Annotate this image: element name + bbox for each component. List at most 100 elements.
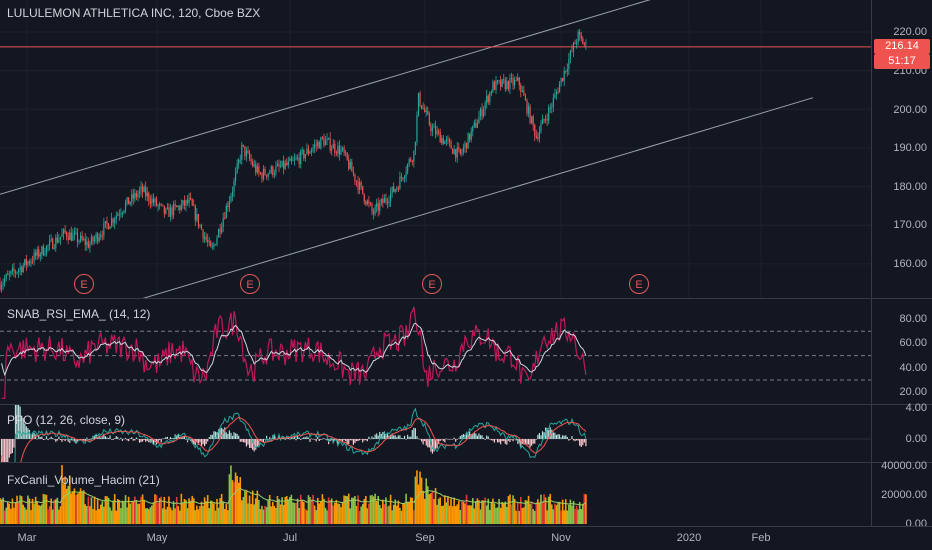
candle-body [128,197,130,205]
candle-body [239,159,241,161]
pane-separator[interactable] [0,404,932,405]
ppo-histogram-bar [368,436,370,439]
ppo-histogram-bar [458,438,460,439]
ppo-histogram-bar [467,434,469,439]
ppo-pane[interactable]: PPO (12, 26, close, 9) 4.00 0.00 [0,402,932,462]
candle-body [422,108,424,110]
pane-separator[interactable] [0,462,932,463]
price-pane[interactable]: LULULEMON ATHLETICA INC, 120, Cboe BZX 2… [0,0,932,298]
rsi-pane[interactable]: SNAB_RSI_EMA_ (14, 12) 80.00 60.00 40.00… [0,299,932,404]
earnings-marker[interactable]: E [629,274,649,294]
candle-body [314,144,316,148]
candle-body [238,159,240,164]
ppo-histogram-bar [259,439,261,442]
price-tick: 220.00 [893,26,927,38]
ppo-histogram-bar [196,439,198,442]
volume-bar [185,500,187,524]
candle-body [138,190,141,194]
ppo-histogram-bar [0,439,3,462]
pane-separator[interactable] [0,298,932,299]
earnings-marker[interactable]: E [422,274,442,294]
ppo-histogram-bar [524,439,527,445]
price-tick: 180.00 [893,181,927,193]
candle-body [402,177,404,179]
volume-bar [188,498,190,524]
volume-bar [509,494,511,524]
ppo-histogram-bar [104,436,106,439]
volume-bar [470,505,472,524]
ppo-histogram-bar [369,438,372,440]
ppo-histogram-bar [470,434,472,439]
candle-body [526,99,528,114]
ppo-histogram-bar [115,436,117,439]
ppo-histogram-bar [166,436,168,439]
volume-bar [492,498,494,524]
ppo-histogram-bar [558,434,561,439]
candle-body [70,232,72,241]
ppo-label: PPO (12, 26, close, 9) [7,413,126,427]
candle-body [369,203,372,205]
ppo-histogram-bar [503,439,505,442]
ppo-histogram-bar [422,439,424,445]
volume-bar [282,504,285,524]
candle-body [266,174,268,177]
ppo-histogram-bar [194,439,196,446]
candle-body [129,201,131,205]
volume-bar [383,504,386,524]
ppo-histogram-bar [318,439,320,441]
volume-bar [104,496,107,524]
rsi-axis[interactable]: 80.00 60.00 40.00 20.00 [871,299,932,404]
volume-bar [25,509,28,524]
candle-body [269,172,271,174]
candle-body [414,142,416,151]
candle-body [529,106,531,123]
candle-body [0,285,3,290]
ppo-histogram-bar [157,439,159,444]
volume-bar [276,495,279,524]
ppo-histogram-bar [168,439,170,440]
candle-body [355,181,358,182]
ppo-histogram-bar [278,435,280,439]
volume-bar [79,488,82,524]
candle-body [228,201,230,207]
candle-body [309,152,311,154]
candle-body [538,131,540,139]
volume-bar [99,504,102,524]
volume-bar [197,509,200,524]
volume-bar [126,507,128,524]
ppo-axis[interactable]: 4.00 0.00 [871,402,932,462]
candle-body [478,116,480,124]
volume-bar [275,507,277,524]
candle-body [62,229,65,234]
ppo-histogram-bar [399,435,401,439]
candle-body [148,192,150,201]
ppo-histogram-bar [500,439,502,445]
time-axis[interactable] [0,527,871,550]
ppo-histogram-bar [261,439,263,442]
candle-body [428,114,430,125]
ppo-histogram-bar [134,439,136,441]
candle-body [233,180,235,192]
volume-bar [445,502,448,524]
candle-body [527,106,530,114]
earnings-marker[interactable]: E [74,274,94,294]
ppo-histogram-bar [565,435,567,439]
ppo-histogram-bar [224,427,226,439]
volume-pane[interactable]: FxCanli_Volume_Hacim (21) 40000.00 20000… [0,460,932,530]
ppo-histogram-bar [514,438,516,440]
candle-body [459,149,461,154]
volume-bar [323,498,325,524]
earnings-marker[interactable]: E [240,274,260,294]
ppo-histogram-bar [321,438,323,440]
ppo-histogram-bar [452,439,454,440]
candle-body [18,269,20,273]
volume-bar [223,509,226,524]
volume-axis[interactable]: 40000.00 20000.00 0.00 [871,460,932,530]
candle-body [131,194,133,202]
ppo-histogram-bar [428,439,430,448]
candle-body [21,267,23,273]
candle-body [476,123,478,128]
price-axis[interactable]: 220.00 210.00 200.00 190.00 180.00 170.0… [871,0,932,298]
candle-body [335,152,337,154]
candle-body [306,148,308,155]
